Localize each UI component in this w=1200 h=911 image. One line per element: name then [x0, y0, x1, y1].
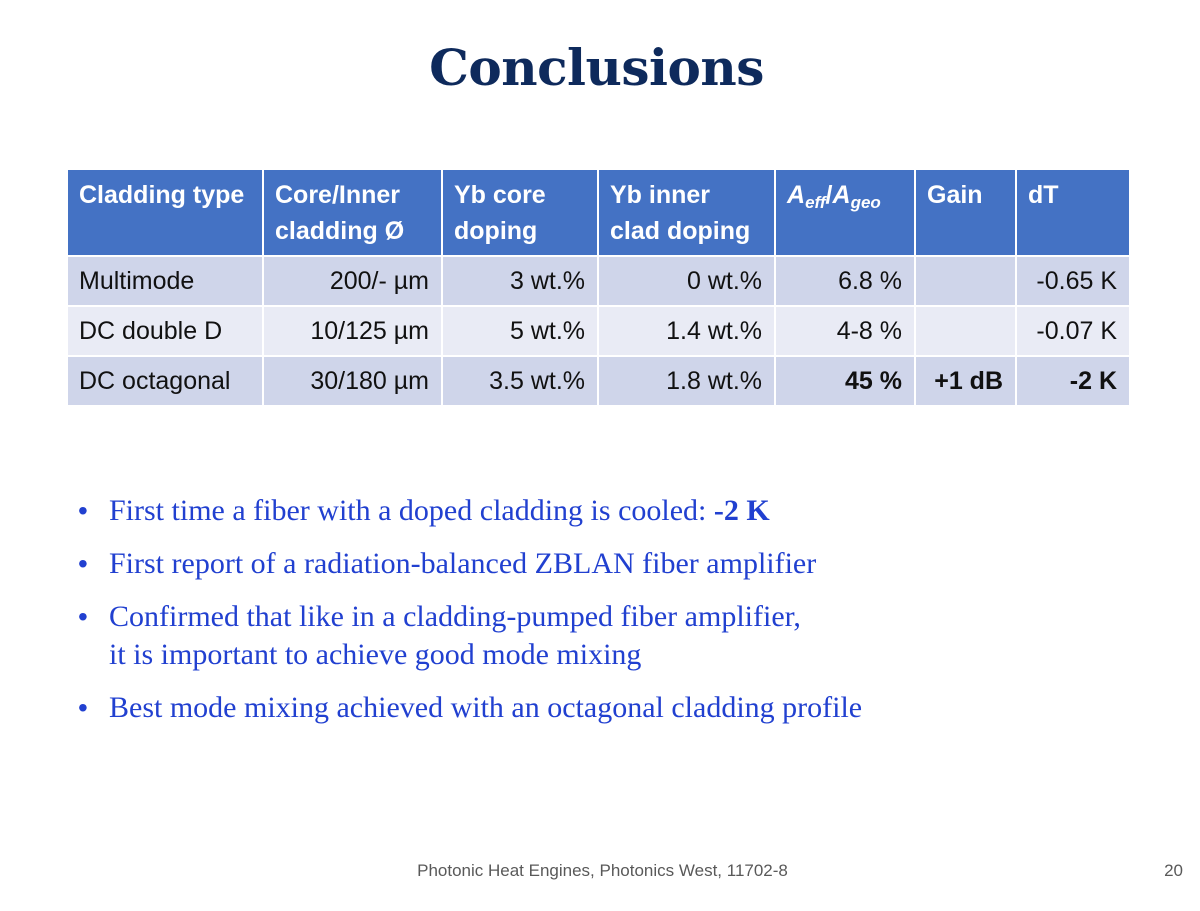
table-row: DC octagonal 30/180 µm 3.5 wt.% 1.8 wt.%…: [68, 357, 1129, 405]
cell-gain: +1 dB: [916, 357, 1015, 405]
header-gain: Gain: [916, 170, 1015, 255]
cell-aeff-ageo: 6.8 %: [776, 257, 914, 305]
list-item: Confirmed that like in a cladding-pumped…: [78, 598, 1158, 674]
cell-yb-inner: 1.8 wt.%: [599, 357, 774, 405]
bullet-line: it is important to achieve good mode mix…: [109, 638, 642, 671]
slide-title: Conclusions: [429, 38, 764, 97]
header-cladding-type: Cladding type: [68, 170, 262, 255]
cell-dt: -0.65 K: [1017, 257, 1129, 305]
cell-yb-core: 5 wt.%: [443, 307, 597, 355]
cell-diameter: 200/- µm: [264, 257, 441, 305]
bullet-text: First time a fiber with a doped cladding…: [109, 494, 714, 527]
cell-yb-inner: 1.4 wt.%: [599, 307, 774, 355]
cell-dt: -0.07 K: [1017, 307, 1129, 355]
cell-dt: -2 K: [1017, 357, 1129, 405]
cell-diameter: 10/125 µm: [264, 307, 441, 355]
list-item: First report of a radiation-balanced ZBL…: [78, 545, 1158, 583]
cell-cladding-type: DC double D: [68, 307, 262, 355]
cell-gain: [916, 307, 1015, 355]
cell-aeff-ageo: 4-8 %: [776, 307, 914, 355]
header-aeff-ageo: Aeff/Ageo: [776, 170, 914, 255]
bullet-line: Confirmed that like in a cladding-pumped…: [109, 600, 801, 633]
conclusions-list: First time a fiber with a doped cladding…: [78, 492, 1158, 742]
cell-diameter: 30/180 µm: [264, 357, 441, 405]
header-dt: dT: [1017, 170, 1129, 255]
cell-aeff-ageo: 45 %: [776, 357, 914, 405]
header-yb-core-doping: Yb core doping: [443, 170, 597, 255]
table-header-row: Cladding type Core/Inner cladding Ø Yb c…: [68, 170, 1129, 255]
page-number: 20: [1164, 861, 1183, 880]
cell-yb-core: 3.5 wt.%: [443, 357, 597, 405]
list-item: First time a fiber with a doped cladding…: [78, 492, 1158, 530]
list-item: Best mode mixing achieved with an octago…: [78, 689, 1158, 727]
cell-cladding-type: Multimode: [68, 257, 262, 305]
results-table: Cladding type Core/Inner cladding Ø Yb c…: [66, 168, 1131, 407]
cell-yb-inner: 0 wt.%: [599, 257, 774, 305]
table-row: Multimode 200/- µm 3 wt.% 0 wt.% 6.8 % -…: [68, 257, 1129, 305]
bullet-emphasis: -2 K: [713, 494, 770, 527]
slide-footer: Photonic Heat Engines, Photonics West, 1…: [417, 861, 788, 880]
header-core-inner-diameter: Core/Inner cladding Ø: [264, 170, 441, 255]
cell-cladding-type: DC octagonal: [68, 357, 262, 405]
cell-gain: [916, 257, 1015, 305]
table-row: DC double D 10/125 µm 5 wt.% 1.4 wt.% 4-…: [68, 307, 1129, 355]
cell-yb-core: 3 wt.%: [443, 257, 597, 305]
header-yb-inner-clad-doping: Yb inner clad doping: [599, 170, 774, 255]
